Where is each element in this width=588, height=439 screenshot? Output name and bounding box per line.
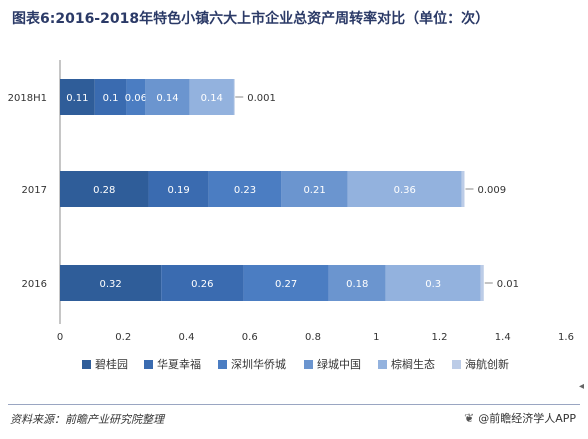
data-label: 0.18	[346, 279, 368, 290]
x-tick-label: 1.6	[558, 332, 574, 343]
legend-label: 深圳华侨城	[231, 357, 286, 371]
legend-swatch	[218, 360, 227, 369]
x-tick-label: 1.2	[432, 332, 448, 343]
bar-segment	[281, 171, 348, 207]
legend-label: 绿城中国	[317, 357, 361, 371]
x-tick-label: 0.4	[179, 332, 195, 343]
x-tick-label: 0.2	[115, 332, 131, 343]
bar-segment	[126, 79, 146, 115]
data-label: 0.21	[303, 185, 325, 196]
bar-segment	[233, 79, 235, 115]
bar-segment	[328, 265, 386, 301]
data-label: 0.009	[477, 185, 506, 196]
bar-segment	[480, 265, 484, 301]
category-label: 2016	[22, 279, 47, 290]
brand-label: @前瞻经济学人APP	[478, 412, 576, 425]
legend-swatch	[144, 360, 153, 369]
bar-segment	[189, 79, 234, 115]
bar-segment	[347, 171, 462, 207]
x-tick-label: 1	[373, 332, 379, 343]
leaf-icon: ❦	[464, 411, 475, 425]
footer-divider	[8, 404, 580, 405]
bar-segment	[161, 265, 244, 301]
legend-label: 棕榈生态	[391, 357, 435, 371]
x-tick-label: 1.4	[495, 332, 511, 343]
category-label: 2017	[22, 185, 47, 196]
data-label: 0.11	[66, 93, 88, 104]
x-tick-label: 0.8	[305, 332, 321, 343]
bar-segment	[94, 79, 127, 115]
chart-title: 图表6:2016-2018年特色小镇六大上市企业总资产周转率对比（单位：次）	[12, 11, 490, 27]
bar-segment	[60, 171, 149, 207]
legend-swatch	[452, 360, 461, 369]
data-label: 0.14	[201, 93, 223, 104]
bar-segment	[461, 171, 465, 207]
bar-segment	[148, 171, 209, 207]
data-label: 0.01	[497, 279, 519, 290]
bar-segment	[60, 79, 95, 115]
bar-segment	[208, 171, 282, 207]
data-label: 0.1	[103, 93, 119, 104]
data-label: 0.3	[425, 279, 441, 290]
legend-label: 碧桂园	[95, 357, 128, 371]
source-note: 资料来源：前瞻产业研究院整理	[10, 413, 164, 426]
bar-segment	[60, 265, 162, 301]
bar-segment	[145, 79, 190, 115]
x-tick-label: 0.6	[242, 332, 258, 343]
legend-swatch	[378, 360, 387, 369]
legend-swatch	[304, 360, 313, 369]
data-label: 0.19	[167, 185, 189, 196]
data-label: 0.32	[99, 279, 121, 290]
data-label: 0.23	[234, 185, 256, 196]
legend-label: 华夏幸福	[157, 357, 201, 371]
data-label: 0.28	[93, 185, 115, 196]
bar-segment	[385, 265, 481, 301]
data-label: 0.36	[394, 185, 416, 196]
legend-swatch	[82, 360, 91, 369]
bar-segment	[243, 265, 329, 301]
brand: ❦ @前瞻经济学人APP	[464, 410, 576, 426]
data-label: 0.06	[125, 93, 147, 104]
data-label: 0.001	[247, 93, 276, 104]
legend-label: 海航创新	[465, 357, 509, 371]
data-label: 0.27	[275, 279, 297, 290]
data-label: 0.14	[156, 93, 178, 104]
scroll-left-icon[interactable]: ◂	[578, 381, 584, 392]
x-tick-label: 0	[57, 332, 63, 343]
category-label: 2018H1	[8, 93, 47, 104]
data-label: 0.26	[191, 279, 213, 290]
